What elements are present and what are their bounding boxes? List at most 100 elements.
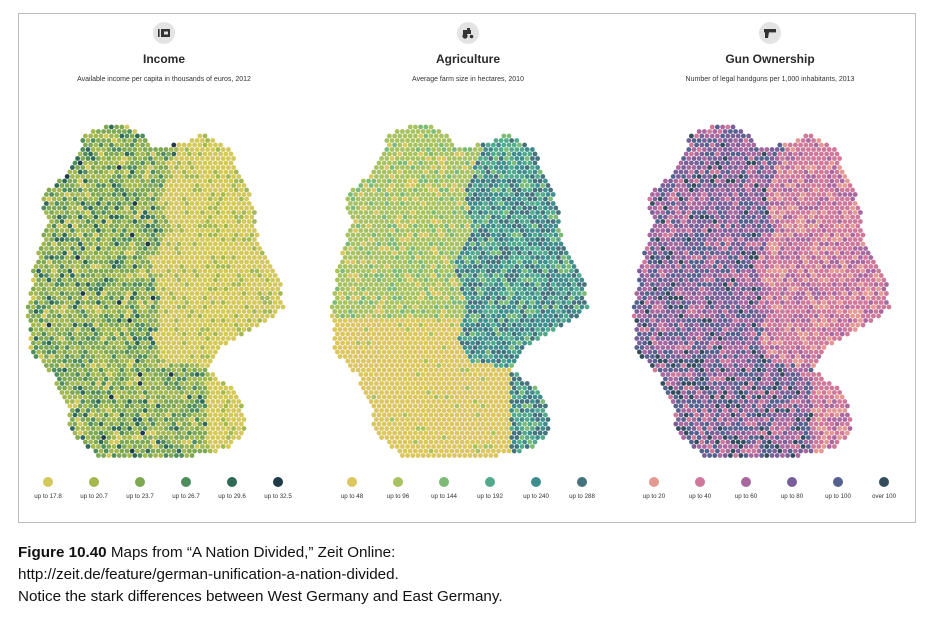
- region-hex: [433, 196, 439, 202]
- region-hex: [155, 205, 161, 211]
- region-hex: [114, 412, 119, 418]
- region-hex: [158, 183, 164, 188]
- region-hex: [410, 228, 416, 233]
- region-hex: [467, 219, 473, 224]
- region-hex: [527, 223, 533, 229]
- region-hex: [140, 133, 145, 139]
- region-hex: [407, 277, 413, 283]
- region-hex: [459, 376, 465, 382]
- region-hex: [345, 331, 351, 337]
- region-hex: [478, 318, 483, 323]
- region-hex: [135, 421, 140, 427]
- region-hex: [418, 268, 423, 274]
- region-hex: [504, 345, 509, 350]
- region-hex: [163, 372, 169, 377]
- region-hex: [116, 246, 122, 251]
- region-hex: [171, 205, 177, 211]
- region-hex: [158, 327, 164, 332]
- region-hex: [111, 192, 117, 197]
- region-hex: [176, 394, 182, 400]
- region-hex: [415, 381, 421, 386]
- region-hex: [155, 376, 161, 382]
- region-hex: [228, 385, 234, 391]
- region-hex: [215, 147, 221, 152]
- region-hex: [410, 264, 416, 269]
- region-hex: [496, 313, 501, 319]
- region-hex: [426, 237, 431, 242]
- region-hex: [233, 169, 239, 175]
- region-hex: [109, 223, 114, 229]
- region-hex: [444, 178, 449, 184]
- region-hex: [358, 318, 364, 323]
- region-hex: [579, 295, 585, 301]
- region-hex: [353, 309, 358, 314]
- region-hex: [522, 187, 527, 193]
- region-hex: [244, 322, 250, 328]
- region-hex: [202, 223, 208, 229]
- region-hex: [384, 246, 390, 251]
- region-hex: [231, 435, 237, 440]
- region-hex: [400, 219, 405, 224]
- region-hex: [358, 300, 364, 305]
- region-hex: [480, 286, 486, 292]
- region-hex: [522, 277, 527, 283]
- region-hex: [407, 142, 413, 148]
- region-hex: [109, 250, 114, 256]
- region-hex: [88, 169, 93, 175]
- region-hex: [137, 318, 143, 323]
- region-hex: [361, 340, 366, 346]
- region-hex: [210, 291, 216, 296]
- region-hex: [376, 259, 382, 265]
- region-hex: [270, 304, 275, 310]
- region-hex: [478, 363, 483, 368]
- region-hex: [98, 412, 104, 418]
- region-hex: [550, 318, 556, 323]
- region-hex: [202, 394, 208, 400]
- region-hex: [519, 264, 525, 269]
- region-hex: [485, 250, 491, 256]
- region-hex: [413, 358, 418, 364]
- region-hex: [389, 192, 395, 197]
- region-hex: [135, 358, 140, 364]
- region-hex: [210, 183, 216, 188]
- region-hex: [459, 313, 465, 319]
- region-hex: [192, 223, 198, 229]
- region-hex: [558, 250, 564, 256]
- region-hex: [218, 394, 224, 400]
- region-hex: [496, 178, 501, 184]
- region-hex: [428, 331, 434, 337]
- region-hex: [426, 129, 431, 134]
- region-hex: [145, 268, 151, 274]
- region-hex: [439, 304, 444, 310]
- region-hex: [231, 201, 237, 206]
- region-hex: [135, 214, 140, 220]
- region-hex: [431, 246, 436, 251]
- region-hex: [129, 187, 135, 193]
- region-hex: [423, 322, 429, 328]
- region-hex: [262, 300, 268, 305]
- region-hex: [153, 435, 159, 440]
- region-hex: [132, 165, 138, 170]
- region-hex: [140, 268, 145, 274]
- region-hex: [142, 345, 148, 350]
- region-hex: [163, 327, 169, 332]
- region-hex: [410, 219, 416, 224]
- region-hex: [142, 309, 148, 314]
- region-hex: [475, 367, 481, 373]
- region-hex: [127, 147, 132, 152]
- region-hex: [444, 151, 449, 157]
- region-hex: [189, 237, 195, 242]
- region-hex: [122, 210, 127, 215]
- region-hex: [194, 147, 200, 152]
- region-hex: [402, 259, 408, 265]
- region-hex: [259, 259, 265, 265]
- region-hex: [54, 219, 60, 224]
- region-hex: [465, 196, 470, 202]
- region-hex: [181, 268, 187, 274]
- region-hex: [153, 381, 159, 386]
- region-hex: [122, 237, 127, 242]
- region-hex: [148, 273, 153, 278]
- region-hex: [192, 241, 198, 247]
- region-hex: [64, 237, 70, 242]
- region-hex: [244, 295, 250, 301]
